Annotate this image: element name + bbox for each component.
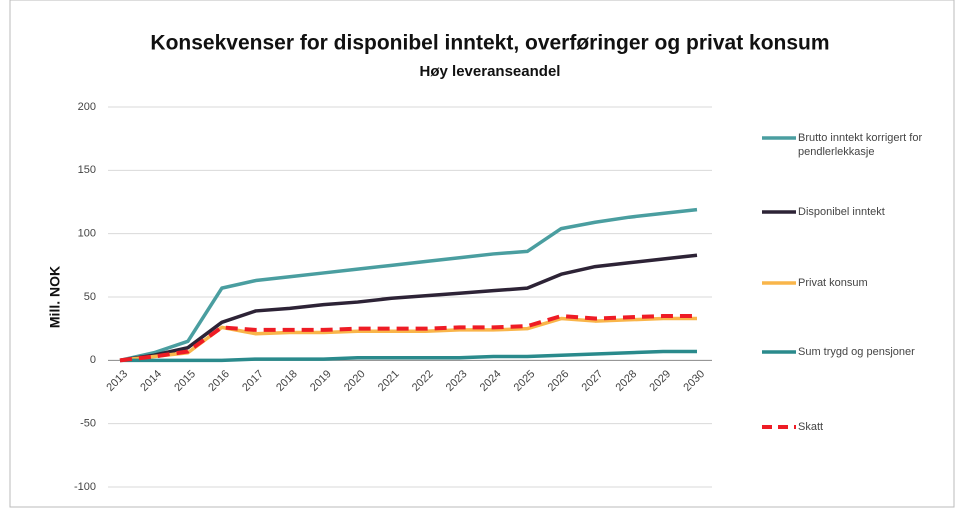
- x-tick-label: 2029: [647, 368, 673, 394]
- x-tick-label: 2026: [546, 368, 572, 394]
- x-tick-label: 2014: [138, 368, 164, 394]
- series-line: [119, 314, 697, 363]
- series-line: [120, 349, 697, 363]
- series-line: [119, 207, 698, 363]
- legend-label: Privat konsum: [798, 277, 868, 289]
- x-tick-label: 2019: [308, 368, 334, 394]
- x-tick-label: 2027: [580, 368, 606, 394]
- legend-label: Skatt: [798, 421, 824, 433]
- chart-subtitle: Høy leveranseandel: [420, 63, 561, 80]
- y-tick-label: 50: [84, 291, 96, 303]
- x-tick-label: 2021: [376, 368, 402, 394]
- y-tick-label: 150: [78, 164, 96, 176]
- x-tick-label: 2017: [240, 368, 266, 394]
- x-tick-label: 2016: [206, 368, 232, 394]
- legend-label: Disponibel inntekt: [798, 206, 885, 218]
- x-tick-label: 2013: [104, 368, 130, 394]
- series-line: [119, 253, 698, 363]
- y-tick-label: -100: [74, 481, 96, 493]
- x-tick-label: 2024: [478, 368, 504, 394]
- x-tick-label: 2025: [512, 368, 538, 394]
- x-tick-label: 2028: [613, 368, 639, 394]
- x-tick-label: 2020: [342, 368, 368, 394]
- y-tick-label: 100: [78, 228, 96, 240]
- legend-label: Brutto inntekt korrigert for pendlerlekk…: [798, 132, 923, 158]
- y-axis-label: Mill. NOK: [47, 266, 63, 328]
- x-tick-label: 2018: [274, 368, 300, 394]
- chart-title: Konsekvenser for disponibel inntekt, ove…: [150, 32, 829, 55]
- x-tick-label: 2022: [410, 368, 436, 394]
- x-tick-label: 2030: [681, 368, 707, 394]
- x-tick-label: 2015: [172, 368, 198, 394]
- chart-border: [9, 0, 955, 508]
- y-tick-label: 0: [90, 354, 96, 366]
- legend-label: Sum trygd og pensjoner: [798, 346, 915, 358]
- y-tick-label: -50: [80, 418, 96, 430]
- y-tick-label: 200: [78, 101, 96, 113]
- x-tick-label: 2023: [444, 368, 470, 394]
